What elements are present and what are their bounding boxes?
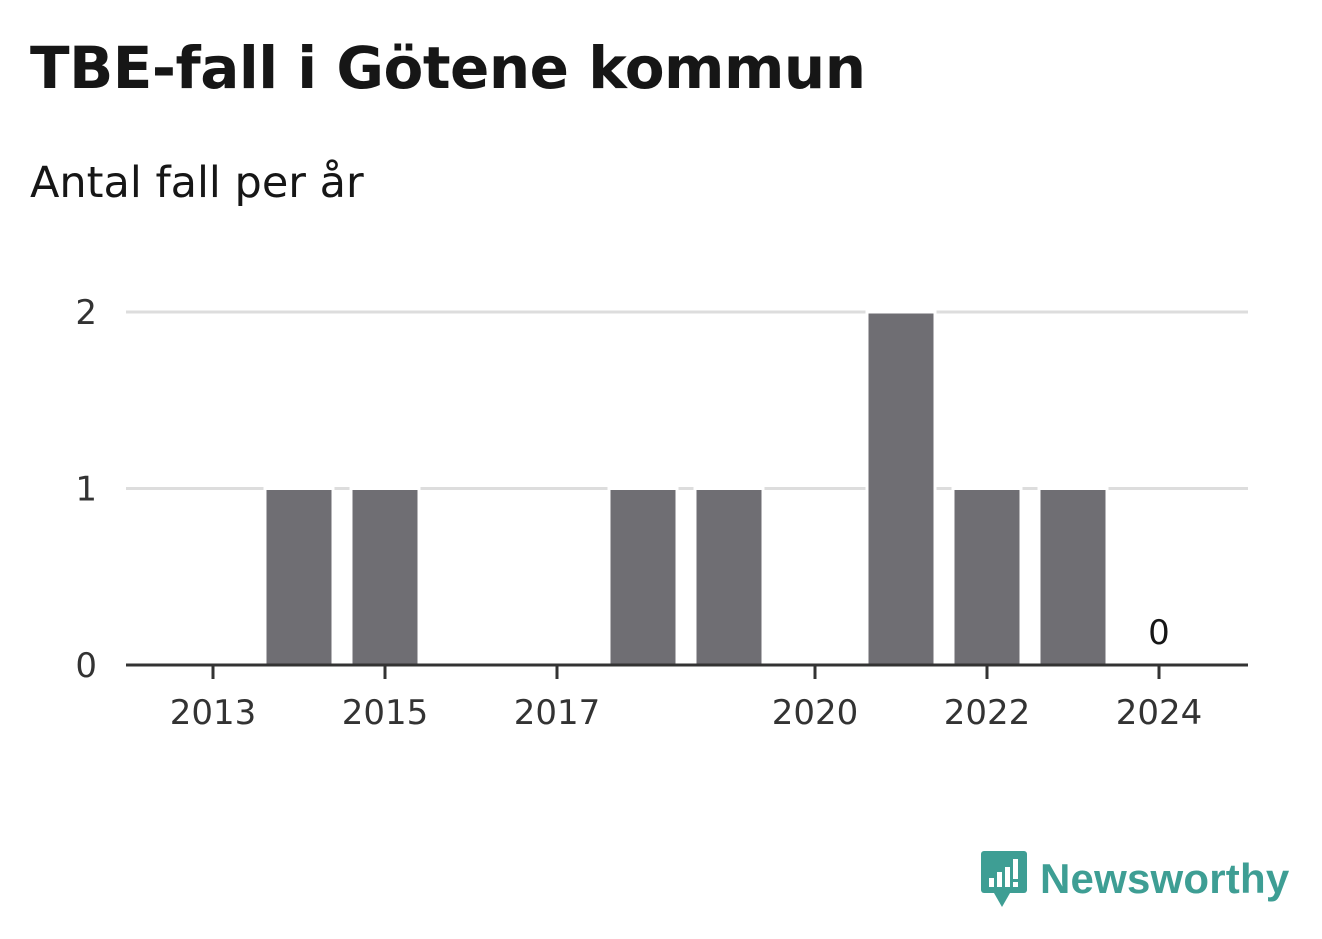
y-tick-label: 1 [75, 470, 97, 510]
newsworthy-logo-icon [981, 851, 1027, 907]
y-tick-label: 2 [75, 293, 97, 333]
x-axis [126, 663, 1248, 679]
y-tick-labels: 0 1 2 [75, 293, 97, 686]
bar-2019 [693, 487, 765, 667]
x-tick-label: 2013 [170, 693, 257, 733]
data-label: 0 [1148, 613, 1170, 653]
y-tick-label: 0 [75, 646, 97, 686]
bar-2015 [349, 487, 421, 667]
bar-2021 [865, 310, 937, 667]
brand-logo: Newsworthy [980, 848, 1289, 910]
bar-2022 [951, 487, 1023, 667]
brand-name: Newsworthy [1040, 855, 1290, 902]
chart-subtitle: Antal fall per år [30, 158, 364, 208]
grid-lines [126, 310, 1248, 490]
x-tick-label: 2020 [772, 693, 859, 733]
bars [263, 310, 1109, 667]
x-tick-label: 2022 [944, 693, 1031, 733]
bar-2014 [263, 487, 335, 667]
x-tick-label: 2017 [514, 693, 601, 733]
bar-2023 [1037, 487, 1109, 667]
x-tick-labels: 2013 2015 2017 2020 2022 2024 [170, 693, 1203, 733]
x-tick-label: 2024 [1116, 693, 1203, 733]
bar-2018 [607, 487, 679, 667]
data-labels: 0 [1148, 613, 1170, 653]
chart-title: TBE-fall i Götene kommun [30, 34, 866, 102]
x-tick-label: 2015 [342, 693, 429, 733]
